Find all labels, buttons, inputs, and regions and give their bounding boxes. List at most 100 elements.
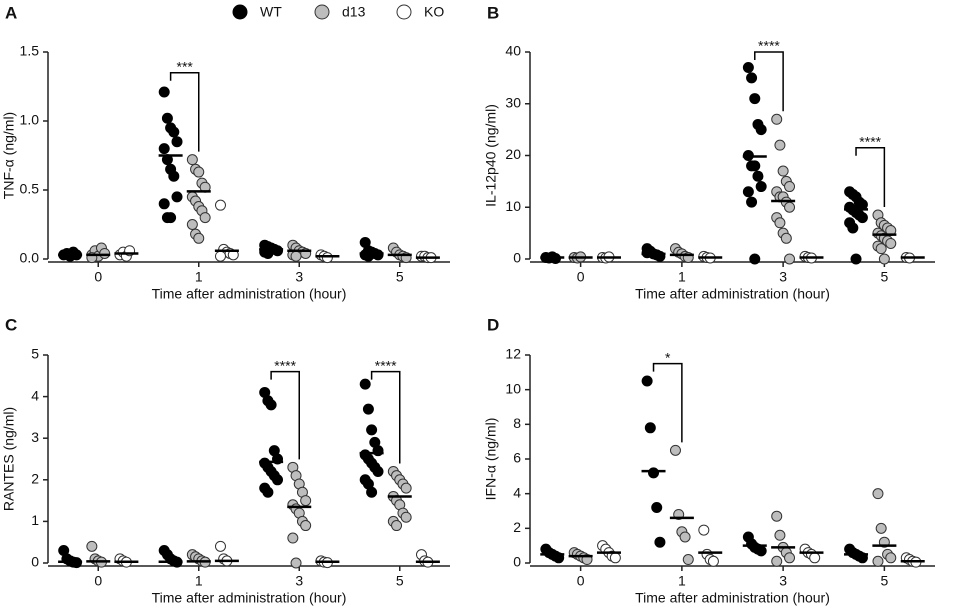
x-tick-label: 1 xyxy=(678,269,686,285)
x-tick-label: 1 xyxy=(195,269,203,285)
data-point xyxy=(784,253,796,265)
y-tick-label: 6 xyxy=(513,450,521,466)
data-point xyxy=(165,212,177,224)
legend-label: d13 xyxy=(342,4,366,20)
data-point xyxy=(872,488,884,500)
data-point xyxy=(749,160,761,172)
data-point xyxy=(742,186,754,198)
x-axis-label: Time after administration (hour) xyxy=(635,590,830,606)
y-tick-label: 2 xyxy=(513,519,521,535)
data-point xyxy=(746,72,758,84)
data-point xyxy=(193,232,205,244)
data-point xyxy=(774,139,786,151)
data-point xyxy=(847,222,859,234)
data-point xyxy=(372,249,384,261)
y-tick-label: 1 xyxy=(31,512,39,528)
data-point xyxy=(168,170,180,182)
data-point xyxy=(742,62,754,74)
data-point xyxy=(400,511,412,523)
data-point xyxy=(850,253,862,265)
significance-label: **** xyxy=(758,38,780,54)
data-point xyxy=(265,399,277,411)
y-tick-label: 30 xyxy=(505,94,521,110)
data-point xyxy=(214,540,226,552)
significance-label: *** xyxy=(177,58,194,74)
data-point xyxy=(784,201,796,213)
data-point xyxy=(755,545,767,557)
y-tick-label: 20 xyxy=(505,146,521,162)
data-point xyxy=(199,212,211,224)
data-point xyxy=(359,378,371,390)
y-tick-label: 4 xyxy=(513,484,521,500)
data-point xyxy=(755,124,767,136)
significance-bracket xyxy=(169,71,200,152)
x-tick-label: 3 xyxy=(295,269,303,285)
significance-bracket xyxy=(370,370,401,464)
data-point xyxy=(856,212,868,224)
data-point xyxy=(755,181,767,193)
data-point xyxy=(290,250,302,262)
data-point xyxy=(875,243,887,255)
data-point xyxy=(771,510,783,522)
x-tick-label: 1 xyxy=(195,573,203,589)
x-axis-label: Time after administration (hour) xyxy=(635,286,830,302)
x-tick-label: 5 xyxy=(880,573,888,589)
data-point xyxy=(300,495,312,507)
y-tick-label: 0 xyxy=(513,250,521,266)
data-point xyxy=(644,422,656,434)
y-tick-label: 0 xyxy=(31,554,39,570)
data-point xyxy=(214,250,226,262)
significance-label: **** xyxy=(274,357,296,373)
data-point xyxy=(99,247,111,259)
data-point xyxy=(400,482,412,494)
x-tick-label: 5 xyxy=(396,573,404,589)
data-point xyxy=(669,444,681,456)
x-tick-label: 3 xyxy=(779,573,787,589)
data-point xyxy=(872,555,884,567)
x-tick-label: 0 xyxy=(94,269,102,285)
y-tick-label: 0 xyxy=(513,554,521,570)
data-point xyxy=(186,154,198,166)
data-point xyxy=(193,166,205,178)
data-point xyxy=(158,86,170,98)
data-point xyxy=(168,126,180,138)
data-point xyxy=(698,524,710,536)
data-point xyxy=(372,465,384,477)
significance-bracket xyxy=(652,362,683,443)
x-tick-label: 0 xyxy=(577,573,585,589)
data-point xyxy=(272,474,284,486)
data-point xyxy=(272,245,284,257)
significance-bracket xyxy=(270,370,300,460)
data-point xyxy=(171,191,183,203)
data-point xyxy=(186,219,198,230)
y-tick-label: 40 xyxy=(505,43,521,59)
data-point xyxy=(391,520,403,532)
y-tick-label: 5 xyxy=(31,346,39,362)
y-axis-label: IL-12p40 (ng/ml) xyxy=(483,104,499,207)
data-point xyxy=(300,520,312,532)
y-axis-label: TNF-α (ng/ml) xyxy=(1,112,17,199)
data-point xyxy=(875,522,887,534)
y-tick-label: 12 xyxy=(505,346,521,362)
data-point xyxy=(746,196,758,208)
data-point xyxy=(809,552,821,564)
data-point xyxy=(171,136,183,148)
data-point xyxy=(885,237,897,249)
data-point xyxy=(641,375,653,387)
data-point xyxy=(878,253,890,265)
legend-marker xyxy=(396,4,412,20)
legend-marker xyxy=(232,4,248,20)
y-tick-label: 1.5 xyxy=(20,43,40,59)
data-point xyxy=(780,232,792,244)
significance-bracket xyxy=(855,146,886,208)
significance-label: * xyxy=(665,349,671,365)
x-tick-label: 5 xyxy=(880,269,888,285)
x-tick-label: 5 xyxy=(396,269,404,285)
data-point xyxy=(654,536,666,548)
data-point xyxy=(158,198,170,210)
y-axis-label: RANTES (ng/ml) xyxy=(1,407,17,511)
significance-label: **** xyxy=(859,133,881,149)
significance-label: **** xyxy=(375,357,397,373)
data-point xyxy=(161,112,173,124)
data-point xyxy=(774,529,786,541)
